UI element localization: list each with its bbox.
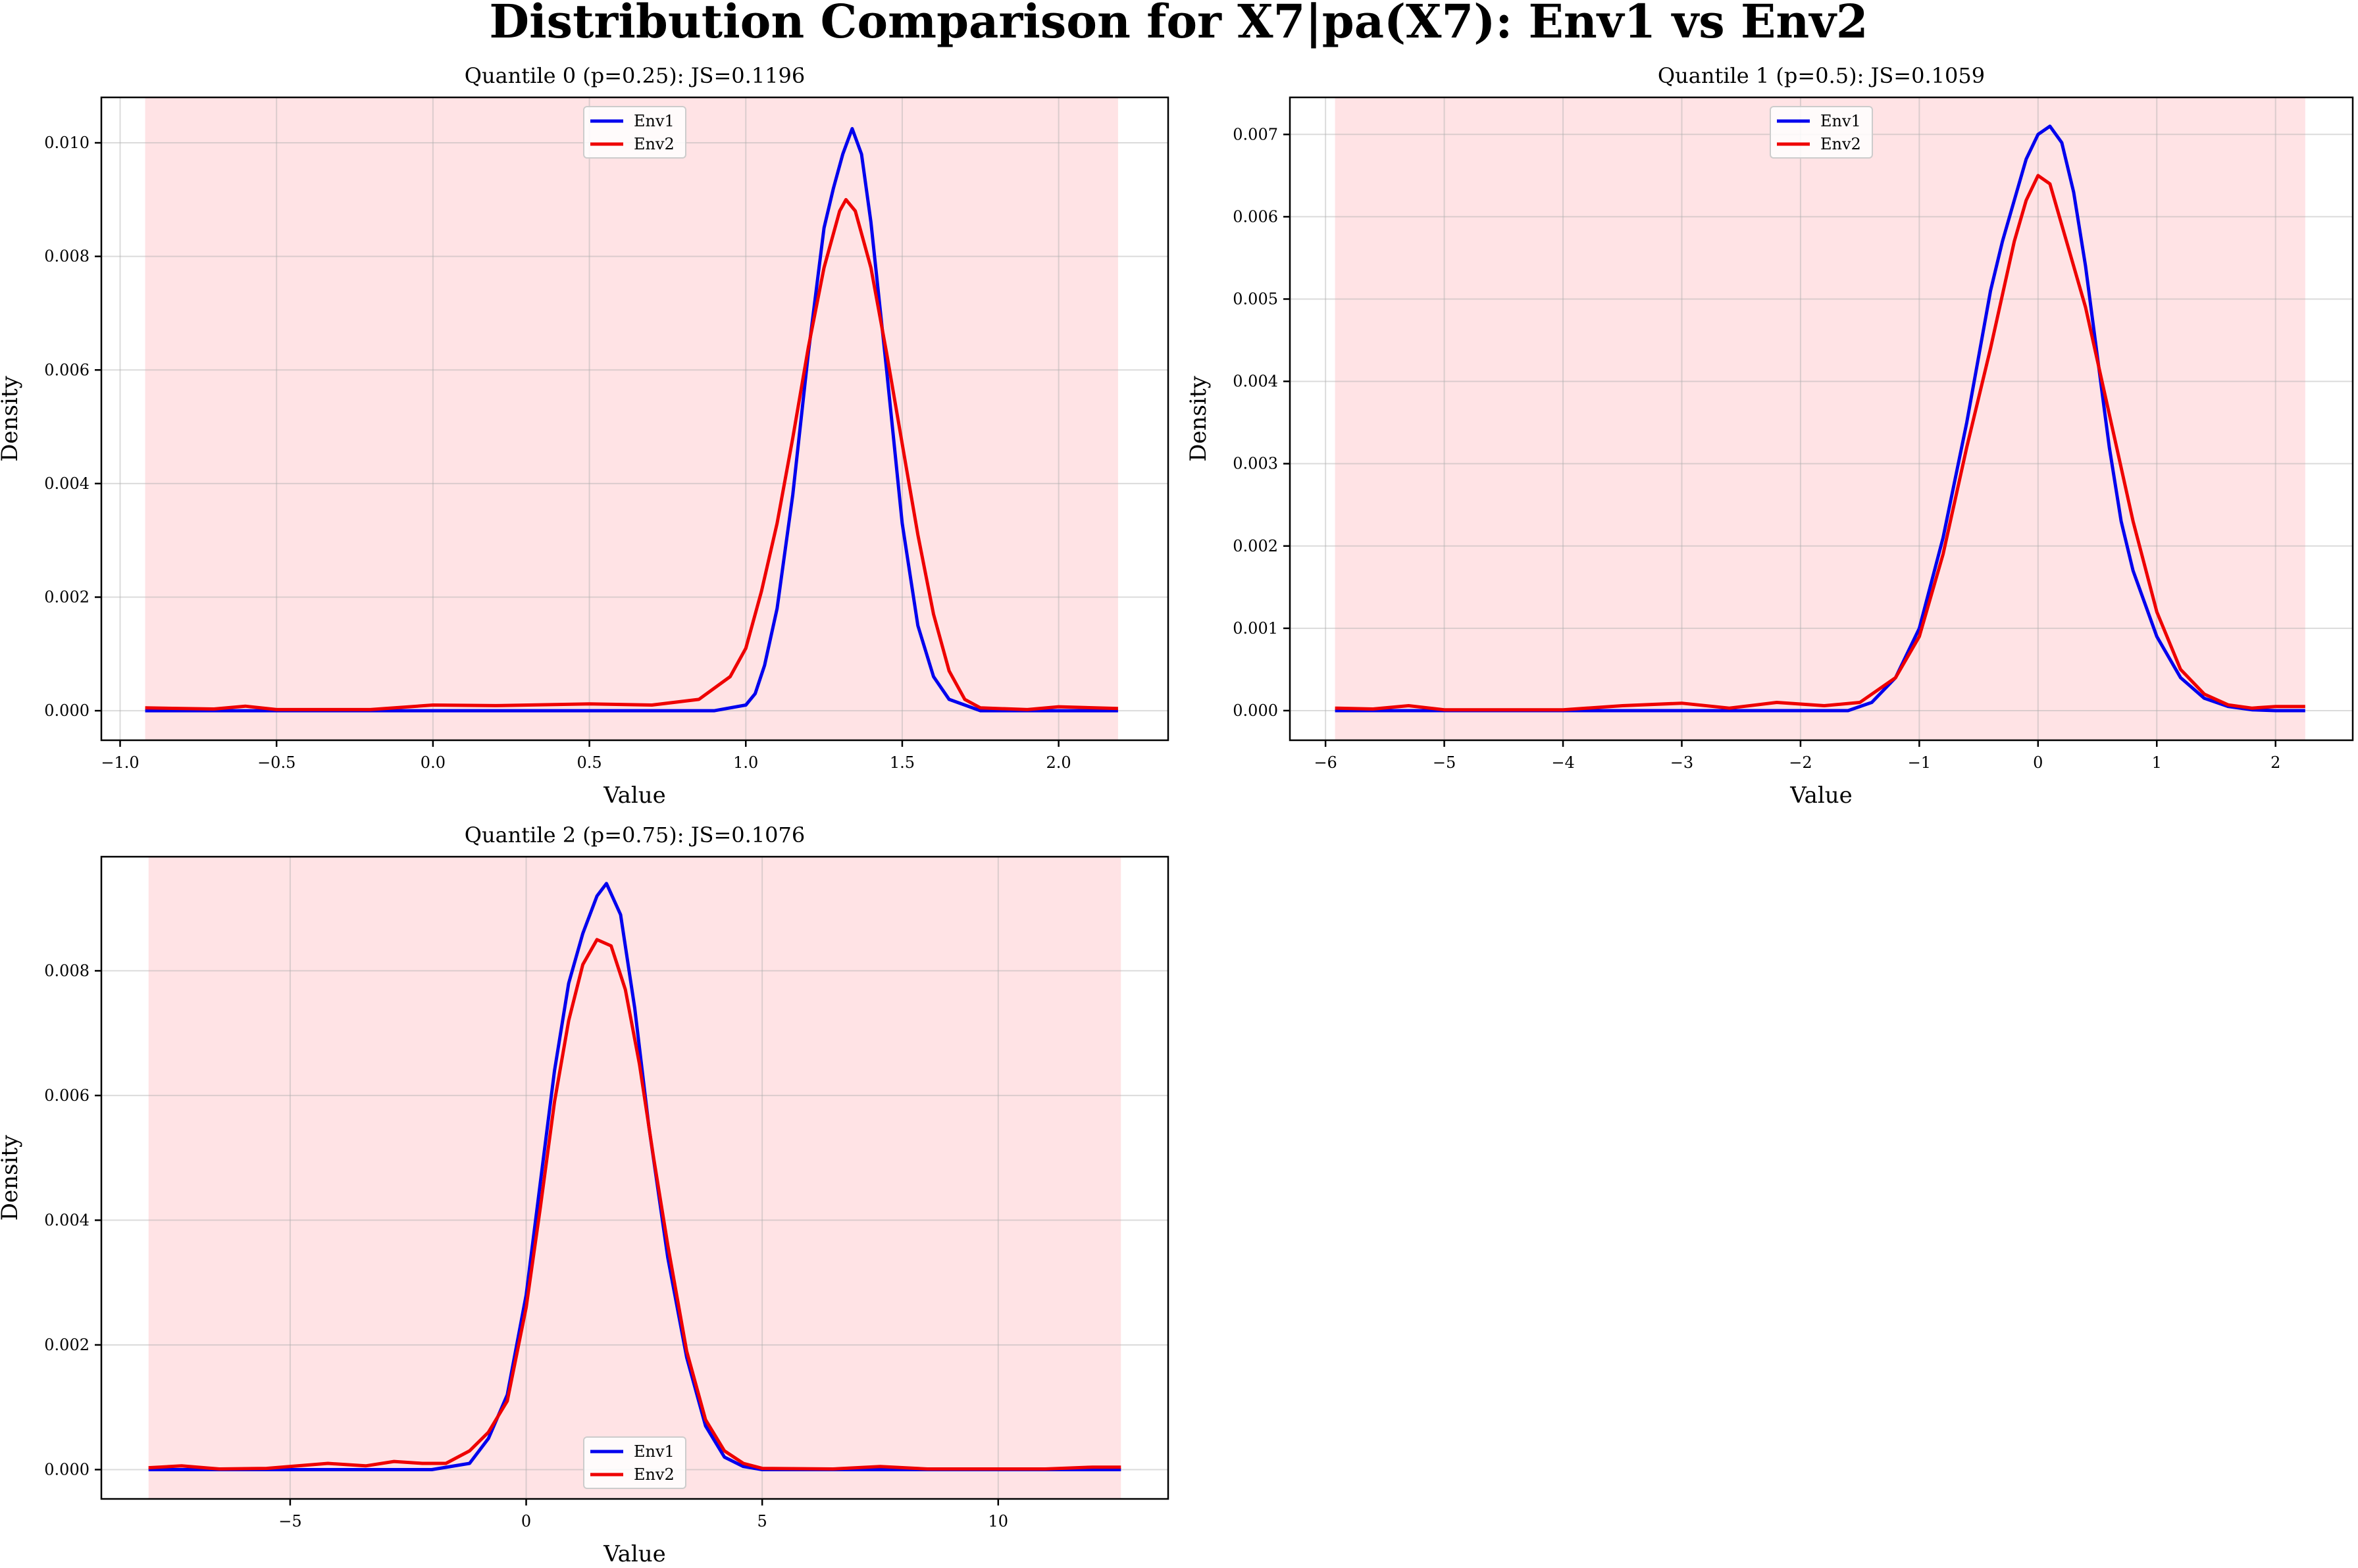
series-line-env2 <box>145 197 1118 711</box>
series-line-env1 <box>148 882 1121 1471</box>
y-tick-label: 0.000 <box>44 701 90 720</box>
y-tick-label: 0.000 <box>44 1460 90 1479</box>
x-tick-label: 1.5 <box>890 753 915 772</box>
series-line-env1 <box>145 127 1118 713</box>
y-tick-label: 0.003 <box>1233 455 1278 473</box>
x-tick-label: 5 <box>757 1512 767 1530</box>
legend: Env1 Env2 <box>583 1436 686 1489</box>
x-tick-label: −3 <box>1670 753 1693 772</box>
series-line-env2 <box>148 938 1121 1471</box>
y-tick-label: 0.006 <box>1233 207 1278 226</box>
y-tick-label: 0.002 <box>44 588 90 607</box>
x-tick-label: 0.5 <box>577 753 602 772</box>
legend: Env1 Env2 <box>1770 106 1873 159</box>
x-tick-label: −1 <box>1908 753 1931 772</box>
y-tick-label: 0.007 <box>1233 125 1278 143</box>
plot-frame <box>1289 96 2354 742</box>
y-axis-label: Density <box>0 1134 23 1221</box>
x-tick-label: −0.5 <box>257 753 295 772</box>
plot-frame <box>100 96 1169 742</box>
x-tick-label: 1.0 <box>733 753 758 772</box>
x-tick-label: −5 <box>278 1512 301 1530</box>
x-tick-label: 10 <box>988 1512 1009 1530</box>
legend-label: Env1 <box>634 1442 675 1461</box>
y-tick-label: 0.008 <box>44 247 90 266</box>
y-axis-label: Density <box>0 375 23 461</box>
legend-label: Env1 <box>1820 112 1861 130</box>
y-tick-label: 0.002 <box>44 1336 90 1354</box>
y-tick-label: 0.006 <box>44 1086 90 1105</box>
y-tick-label: 0.008 <box>44 961 90 980</box>
panel-title: Quantile 0 (p=0.25): JS=0.1196 <box>465 63 806 88</box>
legend-label: Env2 <box>1820 135 1861 153</box>
y-tick-label: 0.010 <box>44 134 90 152</box>
x-axis-label: Value <box>603 782 666 809</box>
chart-panel-2: −5 0 5 10 0.000 0.002 0.004 0.006 0.008 Quantile … <box>0 822 1169 1567</box>
chart-panel-1: −6 −5 −4 −3 −2 −1 0 1 2 0.000 0.001 0.002 0.003 0.004… <box>1185 63 2354 809</box>
y-tick-label: 0.000 <box>1233 701 1278 720</box>
y-tick-label: 0.005 <box>1233 290 1278 308</box>
x-tick-label: −2 <box>1789 753 1812 772</box>
x-axis-label: Value <box>1789 782 1853 809</box>
y-tick-label: 0.002 <box>1233 537 1278 555</box>
series-line-env1 <box>1335 124 2305 713</box>
x-tick-label: 0 <box>521 1512 531 1530</box>
series-line-env2 <box>1335 174 2305 712</box>
y-tick-label: 0.004 <box>1233 372 1278 391</box>
x-tick-label: −4 <box>1551 753 1574 772</box>
legend: Env1 Env2 <box>583 106 686 159</box>
x-axis-label: Value <box>603 1541 666 1567</box>
y-tick-label: 0.004 <box>44 474 90 493</box>
x-tick-label: 0 <box>2033 753 2043 772</box>
legend-label: Env2 <box>634 1465 675 1484</box>
x-tick-label: −1.0 <box>101 753 139 772</box>
x-tick-label: 0.0 <box>421 753 446 772</box>
y-tick-label: 0.004 <box>44 1211 90 1229</box>
legend-label: Env1 <box>634 112 675 130</box>
plot-frame <box>100 855 1169 1500</box>
x-tick-label: 1 <box>2152 753 2162 772</box>
y-tick-label: 0.001 <box>1233 619 1278 638</box>
shaded-range <box>145 97 1118 740</box>
figure-title: Distribution Comparison for X7|pa(X7): E… <box>489 0 1868 49</box>
x-tick-label: −6 <box>1314 753 1337 772</box>
panel-title: Quantile 2 (p=0.75): JS=0.1076 <box>465 822 806 847</box>
legend-label: Env2 <box>634 135 675 153</box>
y-axis-label: Density <box>1185 375 1212 461</box>
shaded-range <box>148 857 1121 1499</box>
x-tick-label: 2 <box>2270 753 2280 772</box>
shaded-range <box>1335 97 2305 740</box>
x-tick-label: 2.0 <box>1046 753 1071 772</box>
panel-title: Quantile 1 (p=0.5): JS=0.1059 <box>1658 63 1985 88</box>
chart-panel-0: −1.0 −0.5 0.0 0.5 1.0 1.5 2.0 0.000 0.002 0.004 0.… <box>0 63 1169 809</box>
x-tick-label: −5 <box>1433 753 1456 772</box>
y-tick-label: 0.006 <box>44 361 90 379</box>
